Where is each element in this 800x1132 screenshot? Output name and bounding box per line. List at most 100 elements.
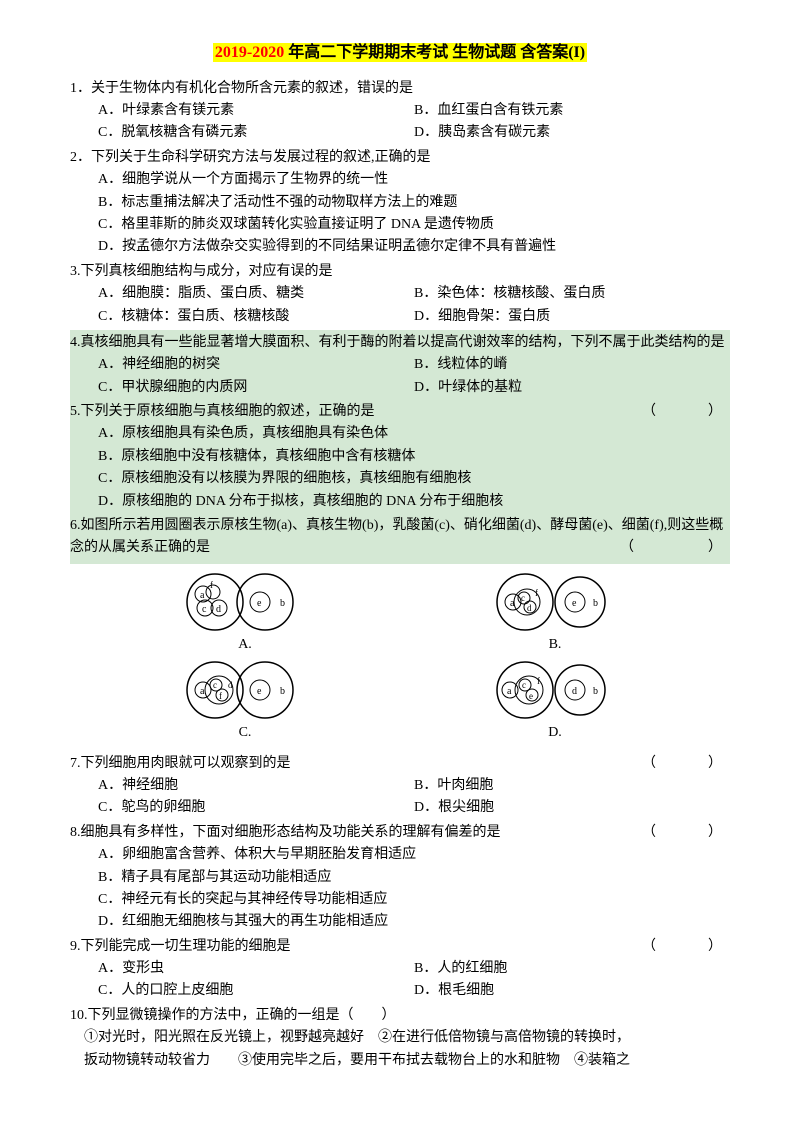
q4-option-b: B．线粒体的嵴	[414, 354, 730, 376]
question-7: 7.下列细胞用肉眼就可以观察到的是 （ ） A．神经细胞 B．叶肉细胞 C．鸵鸟…	[70, 753, 730, 820]
diagram-d-label: D.	[485, 722, 625, 744]
svg-text:c: c	[202, 604, 207, 615]
page-title: 2019-2020年高二下学期期末考试 生物试题 含答案(I)	[70, 40, 730, 66]
q9-stem-text: 9.下列能完成一切生理功能的细胞是	[70, 939, 291, 954]
q4-option-c: C．甲状腺细胞的内质网	[98, 377, 414, 399]
diagram-b-label: B.	[485, 634, 625, 656]
q3-option-d: D．细胞骨架：蛋白质	[414, 306, 730, 328]
svg-text:b: b	[280, 598, 285, 609]
question-5: 5.下列关于原核细胞与真核细胞的叙述，正确的是 （ ） A．原核细胞具有染色质，…	[70, 401, 730, 513]
q8-option-b: B．精子具有尾部与其运动功能相适应	[98, 867, 730, 889]
svg-text:e: e	[572, 598, 577, 609]
q1-option-d: D．胰岛素含有碳元素	[414, 122, 730, 144]
svg-text:c: c	[522, 680, 526, 690]
q3-stem: 3.下列真核细胞结构与成分，对应有误的是	[70, 261, 730, 283]
q5-option-a: A．原核细胞具有染色质，真核细胞具有染色体	[98, 423, 730, 445]
svg-text:b: b	[280, 686, 285, 697]
svg-text:f: f	[219, 691, 222, 701]
q4-option-d: D．叶绿体的基粒	[414, 377, 730, 399]
svg-text:b: b	[593, 598, 598, 609]
title-rest: 年高二下学期期末考试 生物试题 含答案(I)	[286, 43, 587, 62]
svg-text:d: d	[228, 680, 233, 690]
q5-stem-text: 5.下列关于原核细胞与真核细胞的叙述，正确的是	[70, 404, 375, 419]
q9-option-c: C．人的口腔上皮细胞	[98, 980, 414, 1002]
q7-paren: （ ）	[642, 753, 730, 775]
diagram-c: a c f d e b C.	[175, 660, 315, 744]
svg-text:c: c	[521, 593, 525, 603]
q2-stem: 2．下列关于生命科学研究方法与发展过程的叙述,正确的是	[70, 147, 730, 169]
q8-option-d: D．红细胞无细胞核与其强大的再生功能相适应	[98, 911, 730, 933]
q4-stem: 4.真核细胞具有一些能显著增大膜面积、有利于酶的附着以提高代谢效率的结构，下列不…	[70, 332, 730, 354]
svg-text:a: a	[200, 590, 205, 601]
q9-option-d: D．根毛细胞	[414, 980, 730, 1002]
diagram-a-label: A.	[175, 634, 315, 656]
question-3: 3.下列真核细胞结构与成分，对应有误的是 A．细胞膜：脂质、蛋白质、糖类 B．染…	[70, 261, 730, 328]
q1-option-c: C．脱氧核糖含有磷元素	[98, 122, 414, 144]
q8-option-c: C．神经元有长的突起与其神经传导功能相适应	[98, 889, 730, 911]
q2-option-b: B．标志重捕法解决了活动性不强的动物取样方法上的难题	[98, 192, 730, 214]
q10-stem: 10.下列显微镜操作的方法中，正确的一组是（ ）	[70, 1005, 730, 1027]
svg-text:a: a	[510, 598, 515, 609]
highlighted-block: 4.真核细胞具有一些能显著增大膜面积、有利于酶的附着以提高代谢效率的结构，下列不…	[70, 330, 730, 564]
svg-text:e: e	[529, 691, 533, 701]
q1-option-a: A．叶绿素含有镁元素	[98, 100, 414, 122]
q8-stem: 8.细胞具有多样性，下面对细胞形态结构及功能关系的理解有偏差的是 （ ）	[70, 822, 730, 844]
q8-option-a: A．卵细胞富含营养、体积大与早期胚胎发育相适应	[98, 844, 730, 866]
svg-text:e: e	[257, 598, 262, 609]
q7-option-b: B．叶肉细胞	[414, 775, 730, 797]
question-4: 4.真核细胞具有一些能显著增大膜面积、有利于酶的附着以提高代谢效率的结构，下列不…	[70, 332, 730, 399]
question-9: 9.下列能完成一切生理功能的细胞是 （ ） A．变形虫 B．人的红细胞 C．人的…	[70, 936, 730, 1003]
q3-option-c: C．核糖体：蛋白质、核糖核酸	[98, 306, 414, 328]
q6-stem: 6.如图所示若用圆圈表示原核生物(a)、真核生物(b)，乳酸菌(c)、硝化细菌(…	[70, 515, 730, 560]
q5-stem: 5.下列关于原核细胞与真核细胞的叙述，正确的是 （ ）	[70, 401, 730, 423]
svg-text:d: d	[527, 603, 532, 613]
q7-stem: 7.下列细胞用肉眼就可以观察到的是 （ ）	[70, 753, 730, 775]
svg-text:d: d	[216, 604, 221, 615]
q2-option-d: D．按孟德尔方法做杂交实验得到的不同结果证明孟德尔定律不具有普遍性	[98, 236, 730, 258]
q5-option-b: B．原核细胞中没有核糖体，真核细胞中含有核糖体	[98, 446, 730, 468]
svg-text:f: f	[535, 588, 538, 598]
q7-stem-text: 7.下列细胞用肉眼就可以观察到的是	[70, 756, 291, 771]
q10-line2: 扳动物镜转动较省力 ③使用完毕之后，要用干布拭去载物台上的水和脏物 ④装箱之	[70, 1050, 730, 1072]
q1-option-b: B．血红蛋白含有铁元素	[414, 100, 730, 122]
q8-paren: （ ）	[642, 822, 730, 844]
svg-text:b: b	[593, 686, 598, 697]
q1-stem: 1．关于生物体内有机化合物所含元素的叙述，错误的是	[70, 78, 730, 100]
q7-option-c: C．鸵鸟的卵细胞	[98, 797, 414, 819]
svg-text:d: d	[572, 686, 577, 697]
diagram-a: a f c d e b A.	[175, 572, 315, 656]
q9-stem: 9.下列能完成一切生理功能的细胞是 （ ）	[70, 936, 730, 958]
diagram-d: a f c e d b D.	[485, 660, 625, 744]
title-year: 2019-2020	[213, 43, 286, 62]
question-10: 10.下列显微镜操作的方法中，正确的一组是（ ） ①对光时，阳光照在反光镜上，视…	[70, 1005, 730, 1072]
q2-option-a: A．细胞学说从一个方面揭示了生物界的统一性	[98, 169, 730, 191]
q7-option-d: D．根尖细胞	[414, 797, 730, 819]
q4-option-a: A．神经细胞的树突	[98, 354, 414, 376]
q5-paren: （ ）	[642, 401, 730, 423]
q5-option-d: D．原核细胞的 DNA 分布于拟核，真核细胞的 DNA 分布于细胞核	[98, 491, 730, 513]
question-1: 1．关于生物体内有机化合物所含元素的叙述，错误的是 A．叶绿素含有镁元素 B．血…	[70, 78, 730, 145]
question-8: 8.细胞具有多样性，下面对细胞形态结构及功能关系的理解有偏差的是 （ ） A．卵…	[70, 822, 730, 934]
svg-text:a: a	[200, 686, 205, 697]
svg-text:c: c	[213, 680, 217, 690]
q9-option-b: B．人的红细胞	[414, 958, 730, 980]
svg-text:a: a	[507, 686, 512, 697]
q7-option-a: A．神经细胞	[98, 775, 414, 797]
q5-option-c: C．原核细胞没有以核膜为界限的细胞核，真核细胞有细胞核	[98, 468, 730, 490]
q6-paren: （ ）	[620, 537, 730, 559]
question-6: 6.如图所示若用圆圈表示原核生物(a)、真核生物(b)，乳酸菌(c)、硝化细菌(…	[70, 515, 730, 560]
q9-option-a: A．变形虫	[98, 958, 414, 980]
svg-text:f: f	[537, 676, 540, 686]
q8-stem-text: 8.细胞具有多样性，下面对细胞形态结构及功能关系的理解有偏差的是	[70, 825, 501, 840]
svg-text:f: f	[210, 580, 213, 590]
q10-line1: ①对光时，阳光照在反光镜上，视野越亮越好 ②在进行低倍物镜与高倍物镜的转换时，	[70, 1027, 730, 1049]
diagram-b: a f c d e b B.	[485, 572, 625, 656]
q9-paren: （ ）	[642, 936, 730, 958]
diagram-c-label: C.	[175, 722, 315, 744]
q3-option-b: B．染色体：核糖核酸、蛋白质	[414, 283, 730, 305]
question-2: 2．下列关于生命科学研究方法与发展过程的叙述,正确的是 A．细胞学说从一个方面揭…	[70, 147, 730, 259]
q2-option-c: C．格里菲斯的肺炎双球菌转化实验直接证明了 DNA 是遗传物质	[98, 214, 730, 236]
svg-text:e: e	[257, 686, 262, 697]
q3-option-a: A．细胞膜：脂质、蛋白质、糖类	[98, 283, 414, 305]
venn-diagrams: a f c d e b A. a f c d e b B.	[70, 564, 730, 753]
